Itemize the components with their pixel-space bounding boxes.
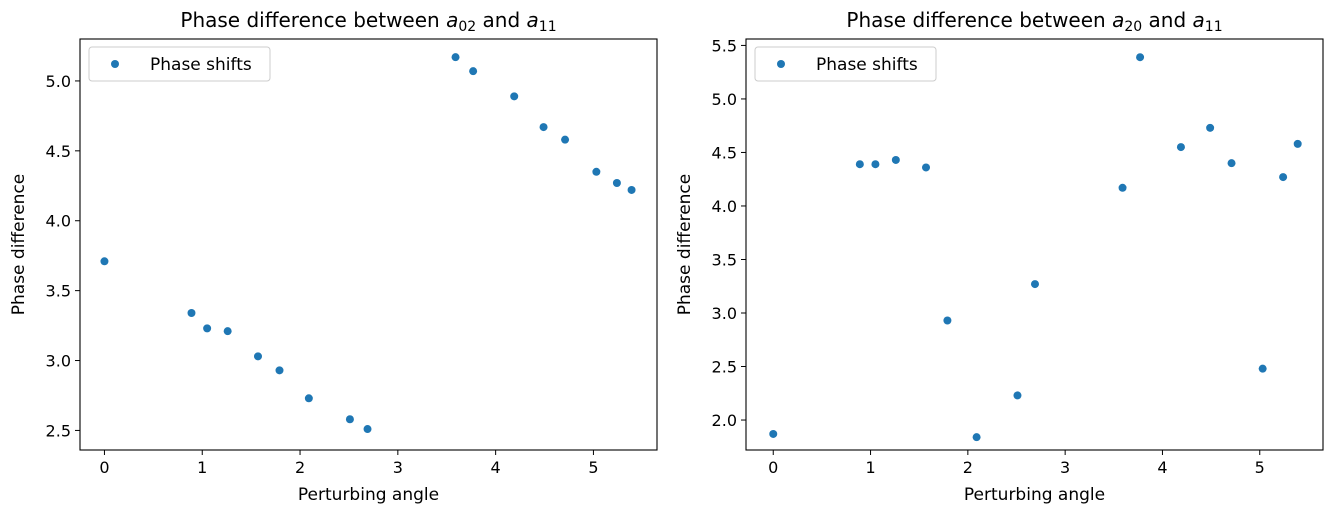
data-point (223, 327, 232, 336)
chart-title: Phase difference between a20 and a11 (846, 8, 1222, 35)
data-point (275, 366, 284, 375)
data-point (855, 160, 864, 169)
title-mid: and (476, 8, 526, 32)
title-prefix: Phase difference between (846, 8, 1112, 32)
data-point (922, 163, 931, 172)
y-tick-label: 2.5 (46, 421, 71, 440)
data-point (1176, 143, 1185, 152)
data-point (972, 433, 981, 442)
y-tick-label: 5.0 (712, 90, 737, 109)
data-point (203, 324, 212, 333)
legend-label: Phase shifts (150, 55, 252, 75)
data-point (769, 429, 778, 438)
data-point (1013, 391, 1022, 400)
data-point (469, 67, 478, 76)
x-tick-label: 4 (491, 458, 501, 477)
title-sub1: 02 (458, 19, 476, 35)
data-point (871, 160, 880, 169)
y-tick-label: 4.5 (712, 143, 737, 162)
y-tick-label: 3.5 (712, 250, 737, 269)
y-tick-label: 2.5 (712, 358, 737, 377)
title-var2: a (1193, 8, 1205, 32)
data-point (187, 309, 196, 317)
data-point (1227, 159, 1236, 168)
x-tick-label: 4 (1157, 458, 1167, 477)
y-tick-label: 5.0 (46, 72, 71, 91)
legend: Phase shifts (88, 46, 271, 82)
data-point (1293, 139, 1302, 148)
y-tick-label: 4.0 (46, 212, 71, 231)
plot-frame (79, 38, 658, 451)
data-point (891, 155, 900, 164)
x-tick-label: 0 (768, 458, 778, 477)
data-point (100, 257, 109, 266)
y-tick-label: 3.0 (46, 352, 71, 371)
legend: Phase shifts (754, 46, 937, 82)
data-point (1279, 173, 1288, 182)
title-prefix: Phase difference between (180, 8, 446, 32)
title-var1: a (1112, 8, 1124, 32)
chart-title: Phase difference between a02 and a11 (180, 8, 556, 35)
x-tick-label: 5 (588, 458, 598, 477)
y-tick-label: 3.0 (712, 304, 737, 323)
title-var1: a (446, 8, 458, 32)
title-var2: a (527, 8, 539, 32)
data-point (561, 135, 570, 144)
x-tick-label: 3 (1060, 458, 1070, 477)
y-tick-label: 3.5 (46, 282, 71, 301)
data-point (451, 53, 460, 62)
data-point (304, 394, 313, 403)
data-point (1136, 53, 1145, 62)
x-tick-label: 2 (295, 458, 305, 477)
y-tick-label: 4.0 (712, 197, 737, 216)
data-point (539, 123, 548, 132)
data-point (1030, 280, 1039, 289)
chart-panel-1: 0 1 2 3 4 5 2.5 3.0 3.5 4.0 4.5 5.0 Perturbing angle… (9, 8, 658, 505)
data-point (253, 352, 262, 361)
data-point (1118, 183, 1127, 192)
chart-panel-2: 0 1 2 3 4 5 2.0 2.5 3.0 3.5 4.0 4.5 5.0 5.5 Perturbing… (675, 8, 1324, 505)
x-tick-label: 3 (393, 458, 403, 477)
title-sub2: 11 (539, 19, 557, 35)
x-tick-label: 0 (99, 458, 109, 477)
y-axis-label: Phase difference (9, 174, 29, 316)
plot-frame (745, 38, 1324, 451)
legend-marker (777, 60, 785, 68)
legend-box (88, 46, 271, 82)
legend-marker (111, 60, 119, 68)
y-tick-label: 4.5 (46, 142, 71, 161)
data-point (612, 178, 621, 187)
title-sub1: 20 (1124, 19, 1142, 35)
legend-label: Phase shifts (816, 55, 918, 75)
x-tick-label: 2 (963, 458, 973, 477)
y-tick-label: 5.5 (712, 36, 737, 55)
y-axis-label: Phase difference (675, 174, 695, 316)
y-tick-label: 2.0 (712, 411, 737, 430)
data-point (363, 425, 372, 434)
x-axis-label: Perturbing angle (964, 485, 1105, 505)
data-point (1206, 123, 1215, 132)
data-point (592, 167, 601, 176)
x-tick-label: 1 (865, 458, 875, 477)
data-point (627, 185, 636, 194)
legend-box (754, 46, 937, 82)
x-tick-label: 1 (197, 458, 207, 477)
x-tick-label: 5 (1255, 458, 1265, 477)
data-point (345, 415, 354, 424)
data-point (510, 92, 519, 101)
data-point (943, 316, 952, 325)
x-axis-label: Perturbing angle (298, 485, 439, 505)
title-sub2: 11 (1205, 19, 1223, 35)
title-mid: and (1142, 8, 1192, 32)
data-point (1258, 364, 1267, 373)
